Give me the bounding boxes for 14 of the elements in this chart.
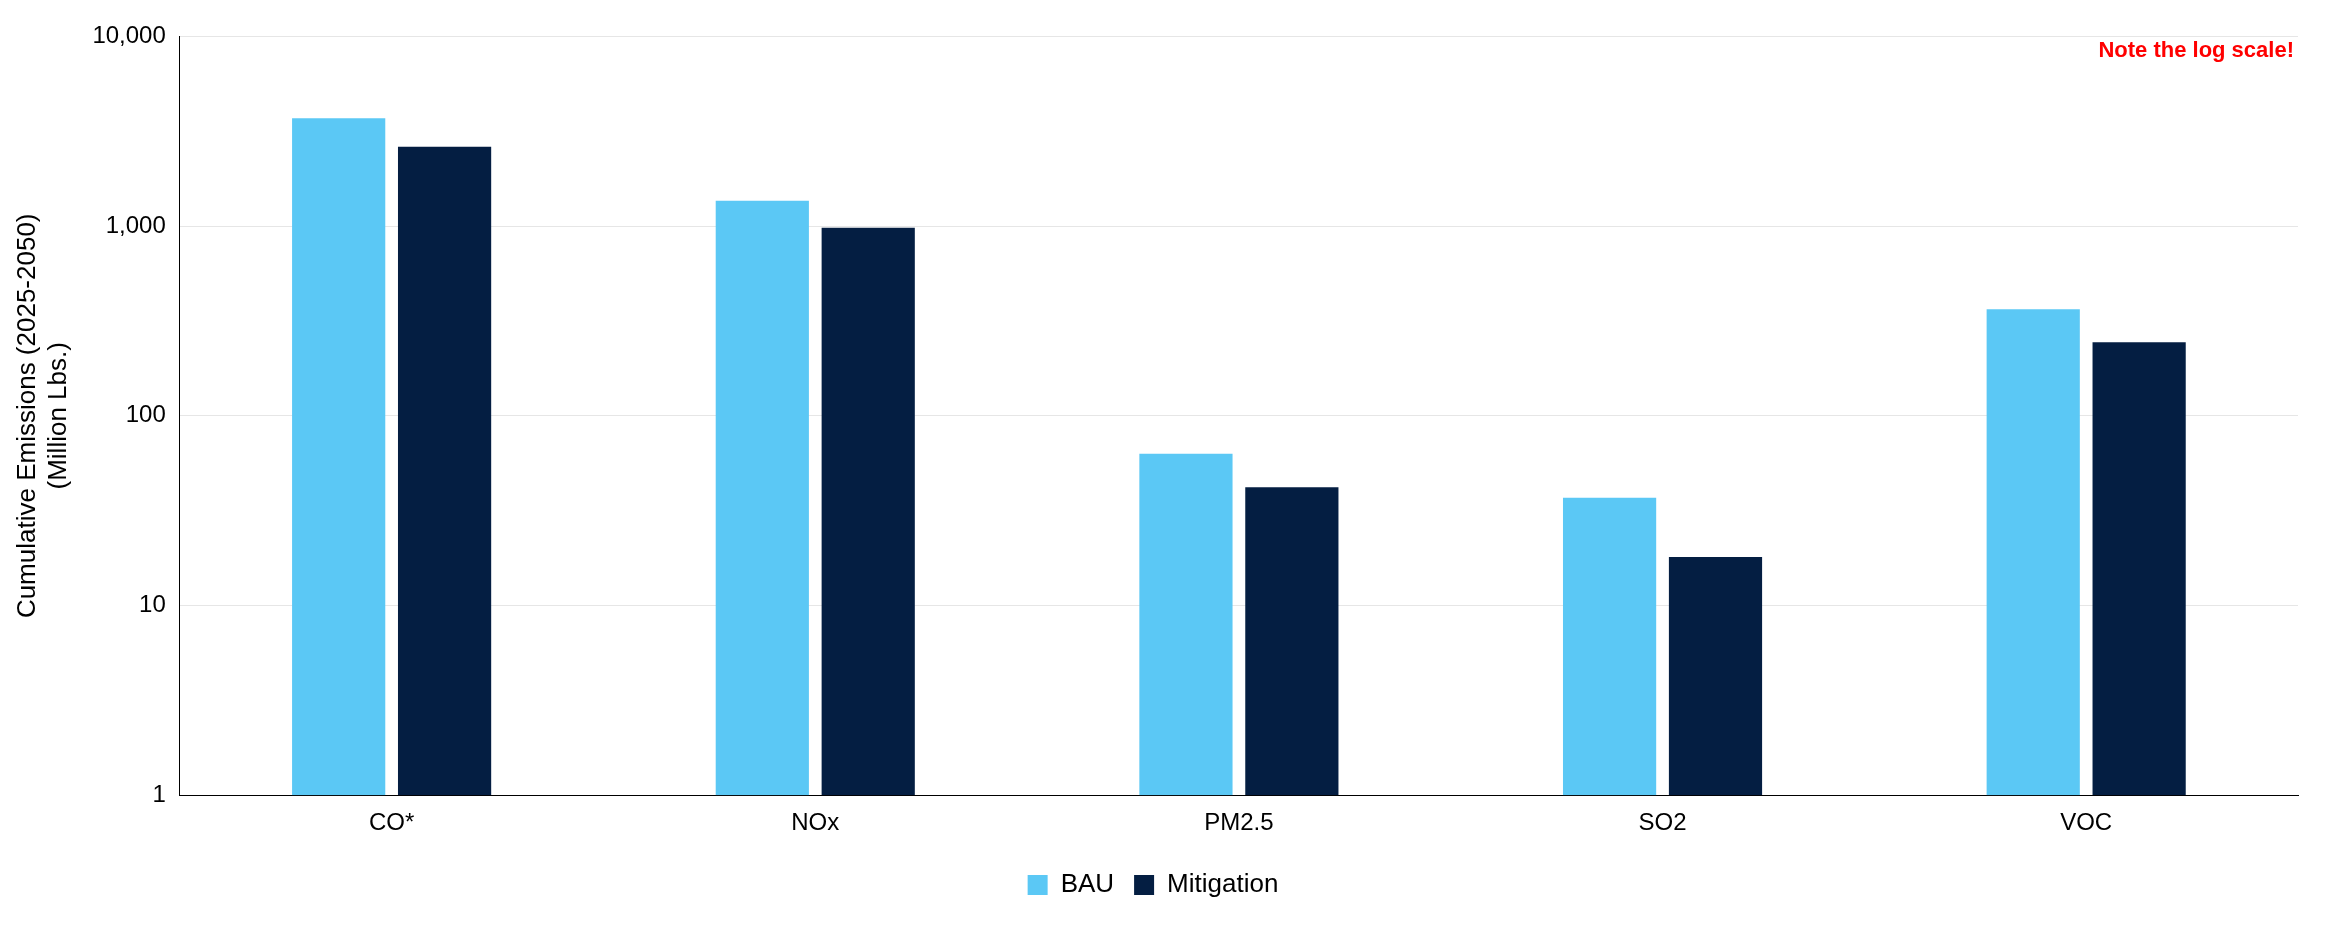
x-tick-label: SO2 xyxy=(1638,808,1687,836)
y-tick-label: 100 xyxy=(125,400,166,428)
legend-label: Mitigation xyxy=(1167,868,1279,899)
legend-label: BAU xyxy=(1060,868,1115,899)
y-tick-label: 1,000 xyxy=(105,210,166,238)
y-axis-title: Cumulative Emissions (2025-2050) (Million Lbs.) xyxy=(10,213,72,619)
x-tick-label: PM2.5 xyxy=(1204,808,1274,836)
x-tick-label: NOx xyxy=(791,808,840,836)
y-tick-label: 10,000 xyxy=(92,21,166,49)
annotation: Note the log scale! xyxy=(2098,37,2294,63)
x-tick-label: CO* xyxy=(368,808,415,836)
y-tick-label: 1 xyxy=(152,779,166,807)
x-tick-label: VOC xyxy=(2060,808,2113,836)
y-tick-label: 10 xyxy=(139,590,166,618)
